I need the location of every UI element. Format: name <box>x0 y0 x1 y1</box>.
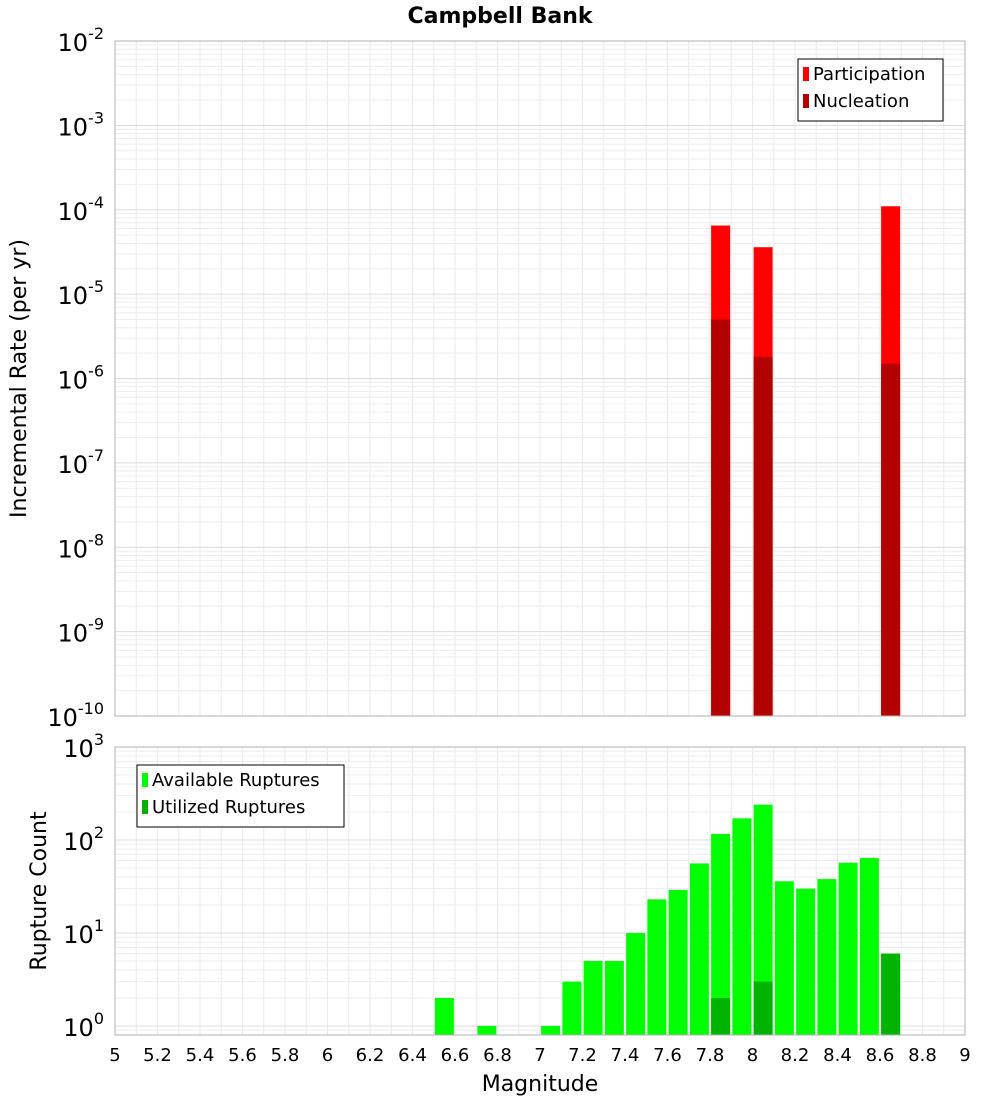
x-tick-label: 8.6 <box>866 1045 895 1066</box>
x-tick-label: 7.4 <box>611 1045 640 1066</box>
x-tick-label: 5.2 <box>143 1045 172 1066</box>
bar-count-back <box>541 1025 561 1035</box>
y-tick-label: 10-8 <box>58 530 105 563</box>
x-tick-label: 8.8 <box>908 1045 937 1066</box>
legend-label: Nucleation <box>813 91 909 112</box>
y-tick-label: 10-3 <box>58 108 105 141</box>
plot-frame-2 <box>114 746 966 1036</box>
x-tick-label: 5.4 <box>186 1045 215 1066</box>
bar-count-back <box>434 997 454 1035</box>
bar-count-back <box>711 834 731 1035</box>
y-tick-label: 100 <box>63 1009 104 1042</box>
bar-count-back <box>604 960 624 1035</box>
x-tick-label: 6.2 <box>356 1045 385 1066</box>
plot-frame-1 <box>114 40 966 717</box>
legend-label: Participation <box>813 64 925 85</box>
x-tick-label: 6.4 <box>398 1045 427 1066</box>
x-tick-label: 8.2 <box>781 1045 810 1066</box>
bar-count-back <box>583 960 603 1035</box>
x-tick-label: 7 <box>534 1045 545 1066</box>
bar-count-back <box>859 858 879 1035</box>
x-tick-label: 7.8 <box>696 1045 725 1066</box>
legend-swatch <box>142 800 148 814</box>
chart-title: Campbell Bank <box>408 4 594 29</box>
x-tick-label: 5.8 <box>271 1045 300 1066</box>
x-tick-label: 6 <box>322 1045 333 1066</box>
legend-label: Available Ruptures <box>152 770 320 791</box>
y-tick-label: 10-2 <box>58 24 105 57</box>
legend-swatch <box>142 773 148 787</box>
y-axis-label-2: Rupture Count <box>27 811 52 971</box>
x-tick-label: 7.6 <box>653 1045 682 1066</box>
x-tick-label: 5 <box>109 1045 120 1066</box>
bar-count-front <box>711 997 731 1035</box>
bar-count-front <box>753 981 773 1035</box>
bar-count-back <box>647 899 667 1035</box>
x-tick-label: 8.4 <box>823 1045 852 1066</box>
y-tick-label: 102 <box>63 823 104 856</box>
y-tick-label: 10-10 <box>47 699 104 732</box>
y-tick-label: 10-9 <box>58 615 105 648</box>
bar-rate-front <box>881 363 901 716</box>
x-tick-label: 7.2 <box>568 1045 597 1066</box>
legend-swatch <box>803 94 809 108</box>
bar-count-back <box>668 889 688 1035</box>
bar-count-back <box>562 981 582 1035</box>
bar-count-back <box>838 862 858 1035</box>
bar-count-front <box>881 953 901 1035</box>
y-tick-label: 10-5 <box>58 277 105 310</box>
x-tick-label: 8 <box>747 1045 758 1066</box>
bar-count-back <box>732 818 752 1035</box>
x-tick-label: 5.6 <box>228 1045 257 1066</box>
y-tick-label: 103 <box>63 730 104 763</box>
bar-count-back <box>477 1025 497 1035</box>
bar-count-back <box>796 888 816 1035</box>
bar-count-back <box>753 804 773 1035</box>
x-tick-label: 6.8 <box>483 1045 512 1066</box>
bar-count-back <box>689 863 709 1035</box>
bar-count-back <box>774 881 794 1035</box>
bar-rate-front <box>711 319 731 716</box>
y-tick-label: 10-4 <box>58 193 105 226</box>
y-tick-label: 10-6 <box>58 362 105 395</box>
legend-swatch <box>803 67 809 81</box>
y-axis-label-1: Incremental Rate (per yr) <box>7 239 32 518</box>
y-tick-label: 10-7 <box>58 446 105 479</box>
legend-box-2 <box>136 764 345 828</box>
bar-rate-front <box>753 356 773 716</box>
bar-count-back <box>817 879 837 1035</box>
x-tick-label: 6.6 <box>441 1045 470 1066</box>
legend-box-1 <box>797 58 944 122</box>
y-tick-label: 101 <box>63 916 104 949</box>
legend-label: Utilized Ruptures <box>152 797 305 818</box>
bar-count-back <box>626 932 646 1035</box>
x-axis-label: Magnitude <box>482 1072 599 1097</box>
x-tick-label: 9 <box>959 1045 970 1066</box>
